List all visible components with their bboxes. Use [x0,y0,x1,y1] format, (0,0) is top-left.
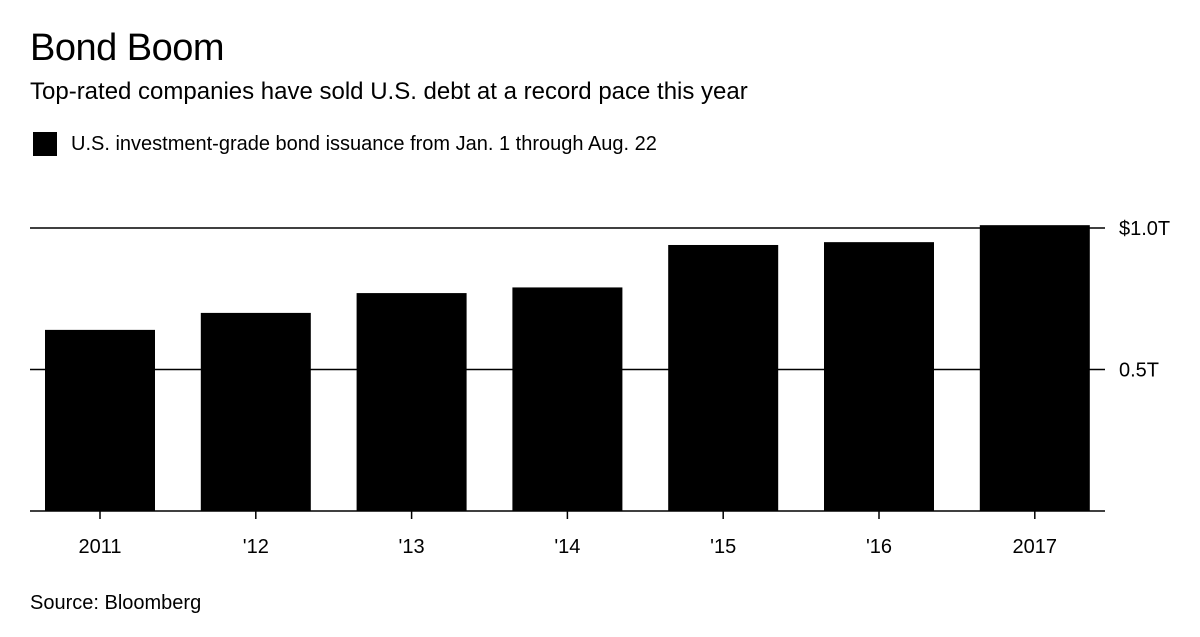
chart-subtitle: Top-rated companies have sold U.S. debt … [30,78,748,105]
x-tick-label: '15 [710,536,736,558]
y-axis-labels: 0.5T $1.0T [1119,218,1170,382]
bar [356,293,467,511]
x-tick-label: '12 [243,536,269,558]
x-tick-label: 2011 [78,536,121,558]
x-tick-label: '14 [554,536,580,558]
source-note: Source: Bloomberg [30,592,202,614]
y-tick-label: 0.5T [1119,360,1159,382]
bars [45,225,1090,512]
bar [200,312,311,511]
x-axis: 2011 '12 '13 '14 '15 '16 2017 [78,511,1057,558]
x-tick-label: 2017 [1013,536,1058,558]
legend: U.S. investment-grade bond issuance from… [33,130,657,158]
bar [824,242,934,511]
bar [668,244,779,512]
legend-label: U.S. investment-grade bond issuance from… [71,132,657,155]
legend-swatch [33,132,57,156]
x-tick-label: '13 [399,536,425,558]
bar [45,329,155,511]
bar [979,225,1090,512]
chart-title: Bond Boom [30,27,225,69]
bar [512,287,623,511]
y-tick-label: $1.0T [1119,218,1170,240]
x-tick-label: '16 [866,536,892,558]
